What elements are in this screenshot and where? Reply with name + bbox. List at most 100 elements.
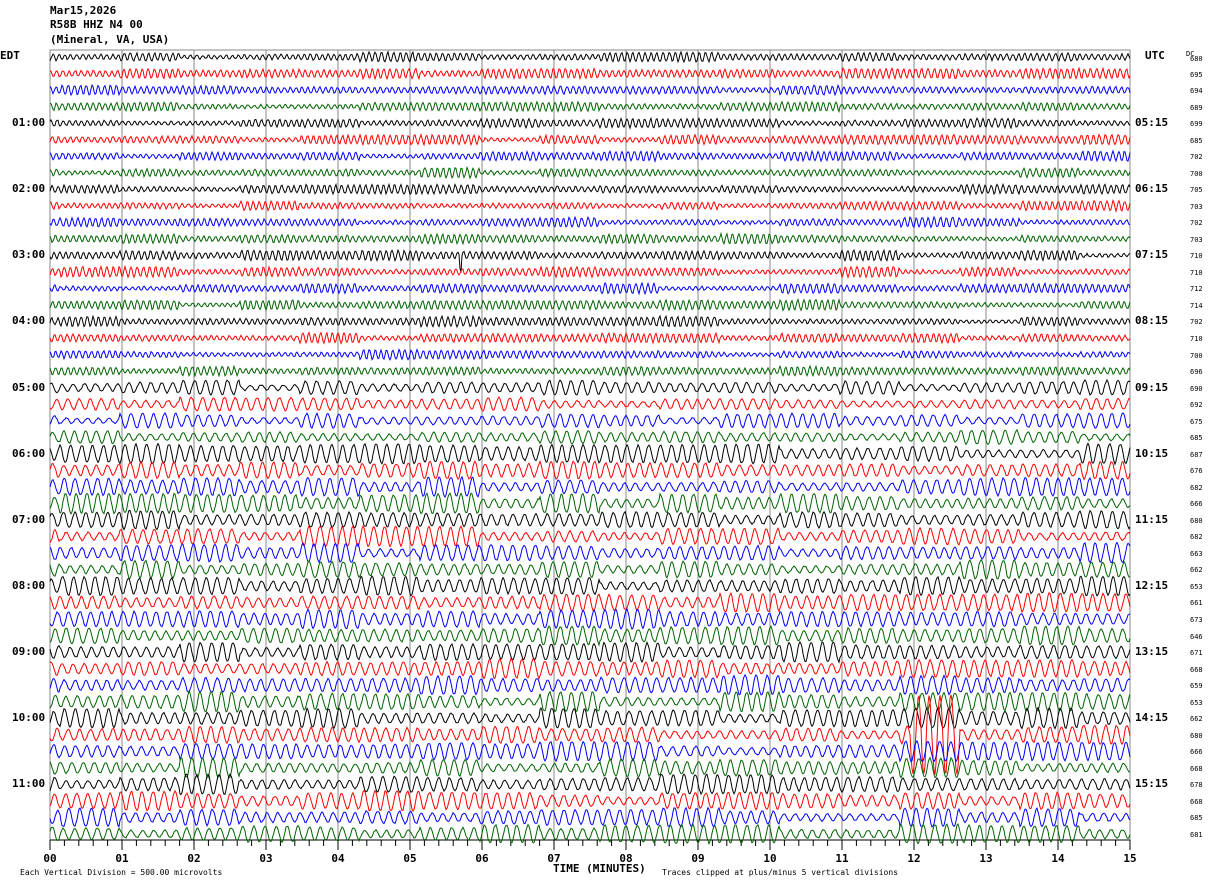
right-hour-label: 08:15 [1135, 314, 1169, 328]
trace-row-27 [49, 492, 1131, 515]
left-hour-label: 09:00 [12, 645, 46, 659]
right-hour-label: 13:15 [1135, 645, 1169, 659]
dc-value: 703 [1190, 202, 1203, 211]
trace-row-23 [49, 428, 1131, 446]
dc-value: 694 [1190, 87, 1203, 96]
trace-row-9 [49, 198, 1131, 214]
trace-row-15 [49, 297, 1131, 312]
trace-row-24 [49, 442, 1131, 466]
trace-row-20 [49, 378, 1131, 396]
trace-row-16 [49, 314, 1131, 329]
trace-row-25 [49, 459, 1131, 481]
x-tick-label: 08 [619, 852, 633, 865]
dc-value: 685 [1190, 136, 1203, 145]
trace-row-5 [49, 133, 1131, 147]
trace-row-35 [49, 625, 1131, 647]
right-hour-label: 06:15 [1135, 182, 1169, 196]
trace-row-1 [49, 66, 1131, 81]
right-hour-label: 10:15 [1135, 446, 1169, 460]
dc-value: 695 [1190, 70, 1203, 79]
x-tick-label: 03 [259, 852, 273, 865]
dc-value: 653 [1190, 582, 1203, 591]
dc-value: 680 [1190, 516, 1203, 525]
trace-row-43 [49, 756, 1131, 779]
trace-row-21 [49, 396, 1131, 412]
x-tick-label: 01 [115, 852, 129, 865]
trace-row-6 [49, 149, 1131, 164]
dc-value: 696 [1190, 368, 1203, 377]
trace-row-36 [49, 640, 1131, 664]
trace-row-32 [49, 575, 1131, 597]
trace-row-30 [49, 541, 1131, 564]
x-tick-label: 09 [691, 852, 705, 865]
x-tick-label: 00 [43, 852, 57, 865]
station-label: R58B HHZ N4 00 [50, 18, 143, 31]
trace-row-12 [49, 248, 1131, 273]
trace-row-3 [49, 100, 1131, 114]
trace-row-34 [49, 607, 1131, 631]
trace-row-33 [49, 591, 1131, 614]
trace-row-14 [49, 281, 1131, 296]
trace-row-26 [49, 475, 1131, 498]
dc-value: 687 [1190, 450, 1203, 459]
dc-value: 692 [1190, 401, 1203, 410]
trace-row-47 [49, 822, 1131, 846]
trace-row-38 [49, 673, 1131, 696]
date-label: Mar15,2026 [50, 4, 117, 17]
dc-value: 700 [1190, 169, 1203, 178]
left-timezone: EDT [0, 49, 20, 62]
trace-row-4 [49, 116, 1131, 130]
dc-value: 663 [1190, 549, 1203, 558]
dc-value: 710 [1190, 268, 1203, 277]
trace-row-22 [49, 411, 1131, 430]
x-tick-label: 07 [547, 852, 561, 865]
dc-value: 678 [1190, 781, 1203, 790]
dc-value: 666 [1190, 748, 1203, 757]
right-hour-label: 15:15 [1135, 777, 1169, 791]
trace-row-37 [49, 657, 1131, 681]
left-hour-label: 07:00 [12, 512, 46, 526]
x-tick-label: 10 [763, 852, 777, 865]
dc-value: 712 [1190, 285, 1203, 294]
trace-row-11 [49, 231, 1131, 246]
trace-row-40 [49, 706, 1131, 730]
x-tick-label: 15 [1123, 852, 1137, 865]
x-tick-label: 12 [907, 852, 921, 865]
dc-value: 659 [1190, 682, 1203, 691]
dc-value: 666 [1190, 500, 1203, 509]
dc-value: 675 [1190, 417, 1203, 426]
x-tick-label: 05 [403, 852, 417, 865]
x-axis-title: TIME (MINUTES) [553, 862, 646, 875]
left-hour-label: 10:00 [12, 711, 46, 725]
trace-row-44 [49, 773, 1131, 796]
dc-value: 702 [1190, 219, 1203, 228]
trace-row-13 [49, 264, 1131, 279]
dc-value: 710 [1190, 252, 1203, 261]
x-tick-label: 13 [979, 852, 993, 865]
trace-row-19 [49, 364, 1131, 378]
trace-row-46 [49, 806, 1131, 829]
dc-value: 653 [1190, 698, 1203, 707]
dc-value: 685 [1190, 814, 1203, 823]
x-tick-label: 11 [835, 852, 849, 865]
dc-value: 714 [1190, 301, 1203, 310]
right-hour-label: 14:15 [1135, 711, 1169, 725]
dc-value: 646 [1190, 632, 1203, 641]
dc-value: 681 [1190, 830, 1203, 839]
right-hour-label: 11:15 [1135, 512, 1169, 526]
left-hour-label: 03:00 [12, 248, 46, 262]
x-tick-label: 14 [1051, 852, 1065, 865]
dc-header: DC [1186, 50, 1195, 58]
dc-value: 710 [1190, 335, 1203, 343]
right-hour-label: 05:15 [1135, 116, 1169, 130]
dc-value: 682 [1190, 483, 1203, 492]
x-tick-label: 04 [331, 852, 345, 865]
dc-value: 689 [1190, 103, 1203, 112]
location-label: (Mineral, VA, USA) [50, 33, 170, 46]
trace-row-18 [49, 347, 1131, 362]
x-tick-label: 02 [187, 852, 201, 865]
dc-value: 668 [1190, 764, 1203, 773]
trace-row-28 [49, 509, 1131, 532]
dc-value: 682 [1190, 533, 1203, 542]
